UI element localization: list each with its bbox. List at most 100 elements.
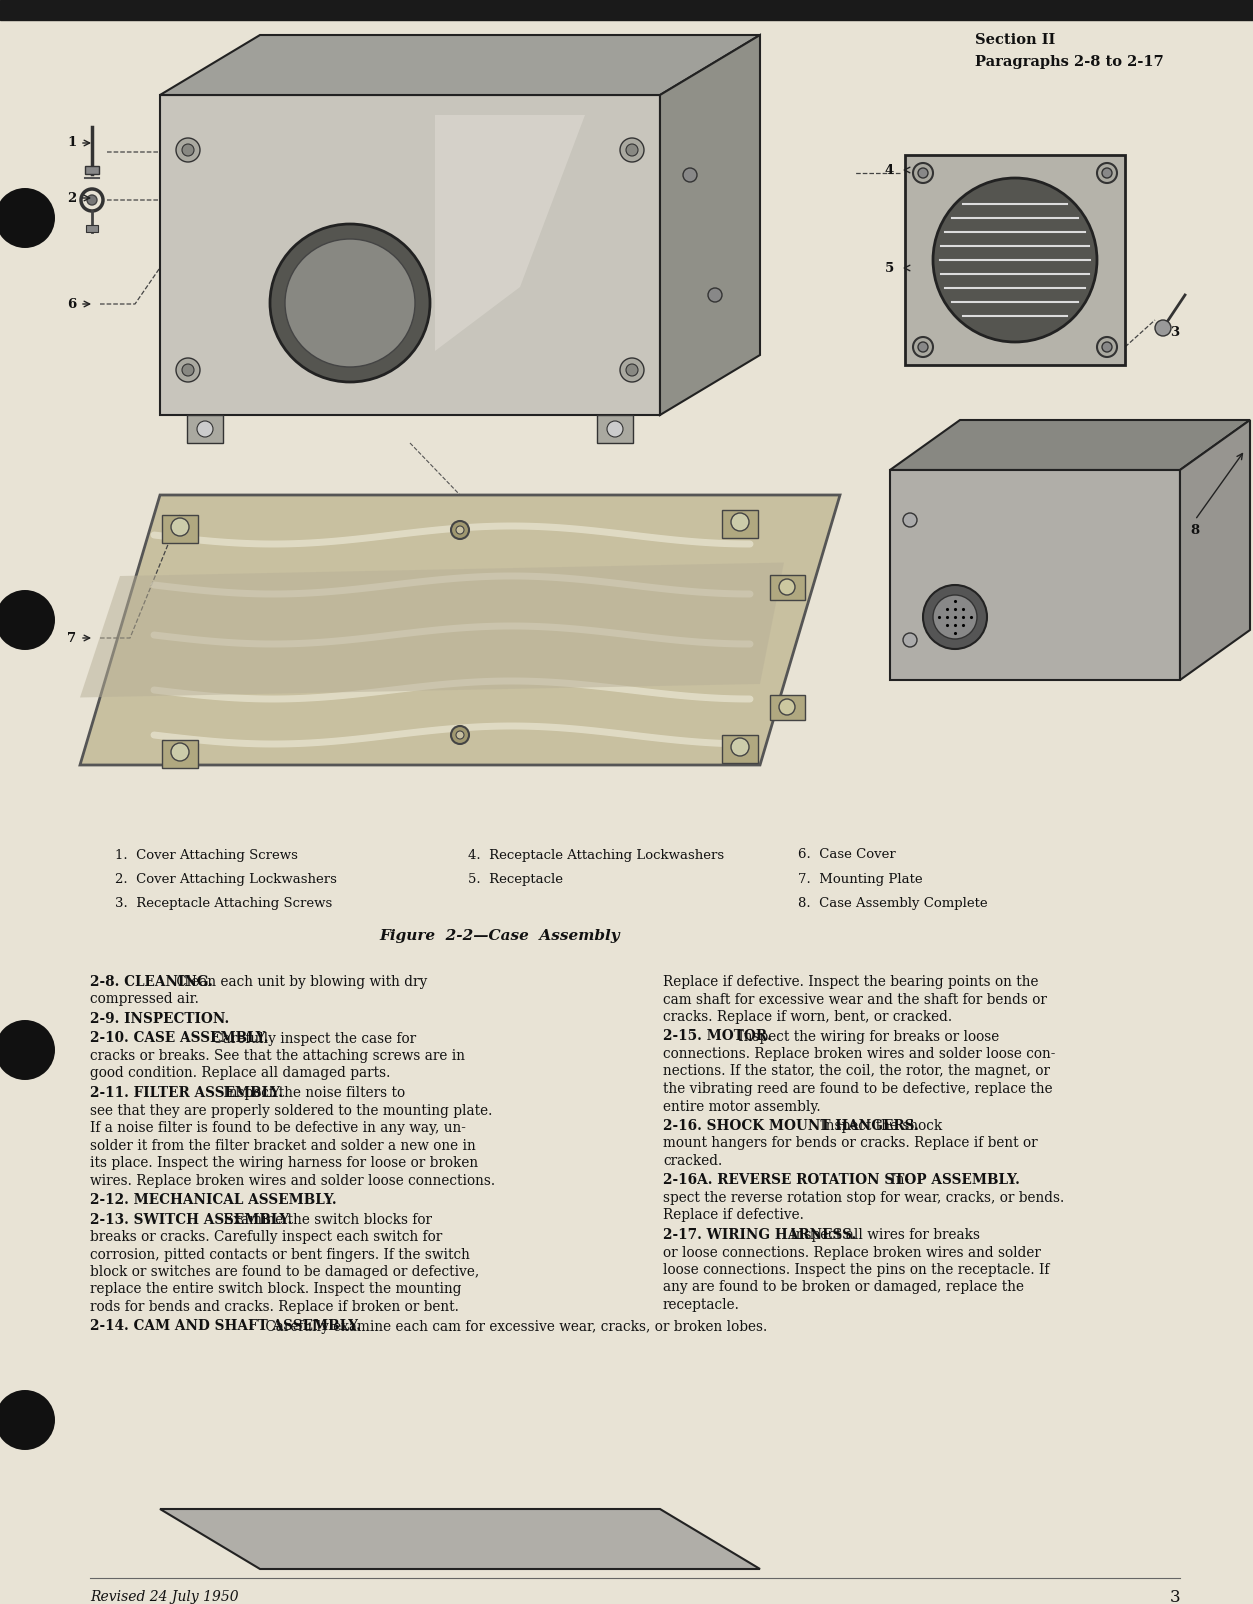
Text: Examine the switch blocks for: Examine the switch blocks for [219,1213,432,1227]
Text: solder it from the filter bracket and solder a new one in: solder it from the filter bracket and so… [90,1139,476,1153]
Circle shape [626,364,638,375]
Circle shape [0,1020,55,1079]
Text: In-: In- [886,1174,910,1187]
Text: mount hangers for bends or cracks. Replace if bent or: mount hangers for bends or cracks. Repla… [663,1137,1037,1150]
Text: 2-17. WIRING HARNESS.: 2-17. WIRING HARNESS. [663,1229,856,1241]
Circle shape [918,168,928,178]
Text: receptacle.: receptacle. [663,1298,739,1312]
Text: 1.  Cover Attaching Screws: 1. Cover Attaching Screws [115,849,298,861]
Text: its place. Inspect the wiring harness for loose or broken: its place. Inspect the wiring harness fo… [90,1156,479,1169]
Text: Inspect the shock: Inspect the shock [816,1120,942,1132]
Text: 2.  Cover Attaching Lockwashers: 2. Cover Attaching Lockwashers [115,873,337,885]
Text: Revised 24 July 1950: Revised 24 July 1950 [90,1590,238,1604]
Text: 3: 3 [1169,1588,1180,1604]
Bar [722,510,758,537]
Circle shape [456,731,464,739]
Text: Replace if defective.: Replace if defective. [663,1208,804,1222]
Text: cracked.: cracked. [663,1153,722,1168]
Text: 4.  Receptacle Attaching Lockwashers: 4. Receptacle Attaching Lockwashers [469,849,724,861]
Text: compressed air.: compressed air. [90,993,199,1006]
Text: 2-10. CASE ASSEMBLY.: 2-10. CASE ASSEMBLY. [90,1031,268,1046]
Text: good condition. Replace all damaged parts.: good condition. Replace all damaged part… [90,1067,391,1081]
Text: 2-13. SWITCH ASSEMBLY.: 2-13. SWITCH ASSEMBLY. [90,1213,292,1227]
Text: nections. If the stator, the coil, the rotor, the magnet, or: nections. If the stator, the coil, the r… [663,1065,1050,1078]
Text: loose connections. Inspect the pins on the receptacle. If: loose connections. Inspect the pins on t… [663,1262,1049,1277]
Ellipse shape [269,225,430,382]
Circle shape [175,138,200,162]
Text: the vibrating reed are found to be defective, replace the: the vibrating reed are found to be defec… [663,1083,1053,1096]
Text: 5: 5 [885,261,893,274]
Text: Inspect the wiring for breaks or loose: Inspect the wiring for breaks or loose [733,1030,999,1044]
Text: 2-16. SHOCK MOUNT HANGERS.: 2-16. SHOCK MOUNT HANGERS. [663,1120,918,1132]
Circle shape [903,513,917,528]
Circle shape [0,1391,55,1450]
Polygon shape [80,496,840,765]
Circle shape [903,634,917,646]
Bar [722,735,758,764]
Text: 5.  Receptacle: 5. Receptacle [469,873,563,885]
Bar [86,225,98,233]
Text: corrosion, pitted contacts or bent fingers. If the switch: corrosion, pitted contacts or bent finge… [90,1248,470,1261]
Text: rods for bends and cracks. Replace if broken or bent.: rods for bends and cracks. Replace if br… [90,1299,459,1314]
Text: 4: 4 [885,164,893,176]
Text: Clean each unit by blowing with dry: Clean each unit by blowing with dry [173,975,427,990]
Text: Figure  2-2—Case  Assembly: Figure 2-2—Case Assembly [380,929,620,943]
Text: spect the reverse rotation stop for wear, cracks, or bends.: spect the reverse rotation stop for wear… [663,1192,1064,1205]
Bar [0,0,1253,19]
Circle shape [913,337,933,358]
Text: see that they are properly soldered to the mounting plate.: see that they are properly soldered to t… [90,1104,492,1118]
Text: 8: 8 [1190,523,1199,536]
Text: 2-16A. REVERSE ROTATION STOP ASSEMBLY.: 2-16A. REVERSE ROTATION STOP ASSEMBLY. [663,1174,1020,1187]
Bar [771,695,804,720]
Text: Inspect all wires for breaks: Inspect all wires for breaks [787,1229,981,1241]
Text: Carefully inspect the case for: Carefully inspect the case for [208,1031,416,1046]
Circle shape [197,420,213,436]
Polygon shape [160,35,761,95]
Circle shape [730,738,749,755]
Circle shape [182,364,194,375]
Circle shape [779,579,794,595]
Text: cam shaft for excessive wear and the shaft for bends or: cam shaft for excessive wear and the sha… [663,993,1046,1006]
Text: 3: 3 [1170,326,1179,338]
Bar [187,415,223,443]
Circle shape [923,585,987,650]
Text: 3.  Receptacle Attaching Screws: 3. Receptacle Attaching Screws [115,897,332,909]
Text: wires. Replace broken wires and solder loose connections.: wires. Replace broken wires and solder l… [90,1174,495,1187]
Circle shape [1101,342,1111,351]
Circle shape [933,178,1096,342]
Bar [162,515,198,544]
Circle shape [86,196,96,205]
Polygon shape [660,35,761,415]
Circle shape [1096,164,1116,183]
Circle shape [708,289,722,302]
Polygon shape [890,420,1250,470]
Ellipse shape [284,239,415,367]
Text: 8.  Case Assembly Complete: 8. Case Assembly Complete [798,897,987,909]
Circle shape [918,342,928,351]
Circle shape [913,164,933,183]
Bar [85,165,99,173]
Text: 2: 2 [68,191,76,204]
Polygon shape [1180,420,1250,680]
Text: 1: 1 [68,136,76,149]
Text: any are found to be broken or damaged, replace the: any are found to be broken or damaged, r… [663,1280,1024,1294]
Text: Section II: Section II [975,34,1055,47]
Circle shape [620,138,644,162]
Circle shape [620,358,644,382]
Circle shape [451,521,469,539]
Text: 2-11. FILTER ASSEMBLY.: 2-11. FILTER ASSEMBLY. [90,1086,283,1100]
Circle shape [182,144,194,156]
Polygon shape [435,115,585,351]
Circle shape [606,420,623,436]
Text: cracks. Replace if worn, bent, or cracked.: cracks. Replace if worn, bent, or cracke… [663,1011,952,1023]
Circle shape [779,699,794,715]
Text: entire motor assembly.: entire motor assembly. [663,1099,821,1113]
Text: replace the entire switch block. Inspect the mounting: replace the entire switch block. Inspect… [90,1283,461,1296]
Circle shape [451,727,469,744]
Text: Replace if defective. Inspect the bearing points on the: Replace if defective. Inspect the bearin… [663,975,1039,990]
Text: 7: 7 [68,632,76,645]
Polygon shape [80,563,784,698]
Text: block or switches are found to be damaged or defective,: block or switches are found to be damage… [90,1266,479,1278]
Text: Paragraphs 2-8 to 2-17: Paragraphs 2-8 to 2-17 [975,55,1164,69]
Circle shape [175,358,200,382]
